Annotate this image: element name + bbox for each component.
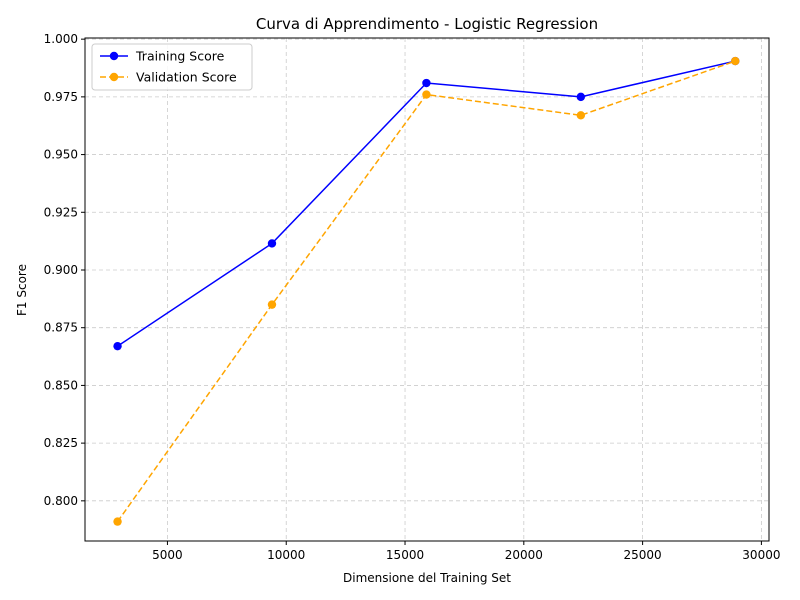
validation-score-point: [576, 111, 586, 120]
y-tick-label: 0.950: [44, 148, 78, 162]
y-tick-label: 0.875: [44, 321, 78, 335]
y-tick-label: 0.900: [44, 263, 78, 277]
legend: Training Score Validation Score: [91, 43, 253, 91]
validation-score-point: [113, 517, 122, 526]
validation-score-point: [422, 90, 431, 99]
x-tick-label: 10000: [267, 548, 305, 562]
training-score-point: [422, 78, 431, 88]
legend-training-score-label: Training Score: [135, 49, 225, 64]
chart-title: Curva di Apprendimento - Logistic Regres…: [256, 15, 598, 33]
x-axis: 5000 10000 15000 20000 25000 30000: [152, 541, 780, 562]
series-layer: [113, 56, 740, 526]
x-tick-label: 5000: [152, 548, 183, 562]
y-axis-label: F1 Score: [15, 264, 29, 316]
grid: [85, 38, 769, 541]
x-axis-label: Dimensione del Training Set: [343, 571, 511, 585]
y-tick-label: 0.850: [44, 378, 78, 392]
legend-validation-score-label: Validation Score: [136, 70, 237, 85]
plot-area-frame: [84, 37, 770, 542]
validation-score-point: [267, 300, 277, 309]
legend-validation-score-marker: [109, 72, 119, 82]
y-tick-label: 1.000: [44, 32, 78, 46]
validation-score-point: [731, 56, 740, 66]
x-tick-label: 20000: [505, 548, 543, 562]
x-tick-label: 30000: [742, 548, 780, 562]
y-tick-label: 0.975: [44, 90, 78, 104]
training-score-point: [267, 239, 277, 248]
y-axis: 0.800 0.825 0.850 0.875 0.900 0.925 0.950 0.975…: [44, 32, 85, 508]
training-score-point: [576, 92, 586, 102]
y-tick-label: 0.800: [44, 494, 78, 508]
training-score-point: [113, 341, 122, 351]
x-tick-label: 15000: [386, 548, 424, 562]
legend-box: [91, 43, 253, 91]
x-tick-label: 25000: [624, 548, 662, 562]
y-tick-label: 0.825: [44, 436, 78, 450]
legend-training-score-marker: [109, 51, 119, 61]
y-tick-label: 0.925: [44, 205, 78, 219]
